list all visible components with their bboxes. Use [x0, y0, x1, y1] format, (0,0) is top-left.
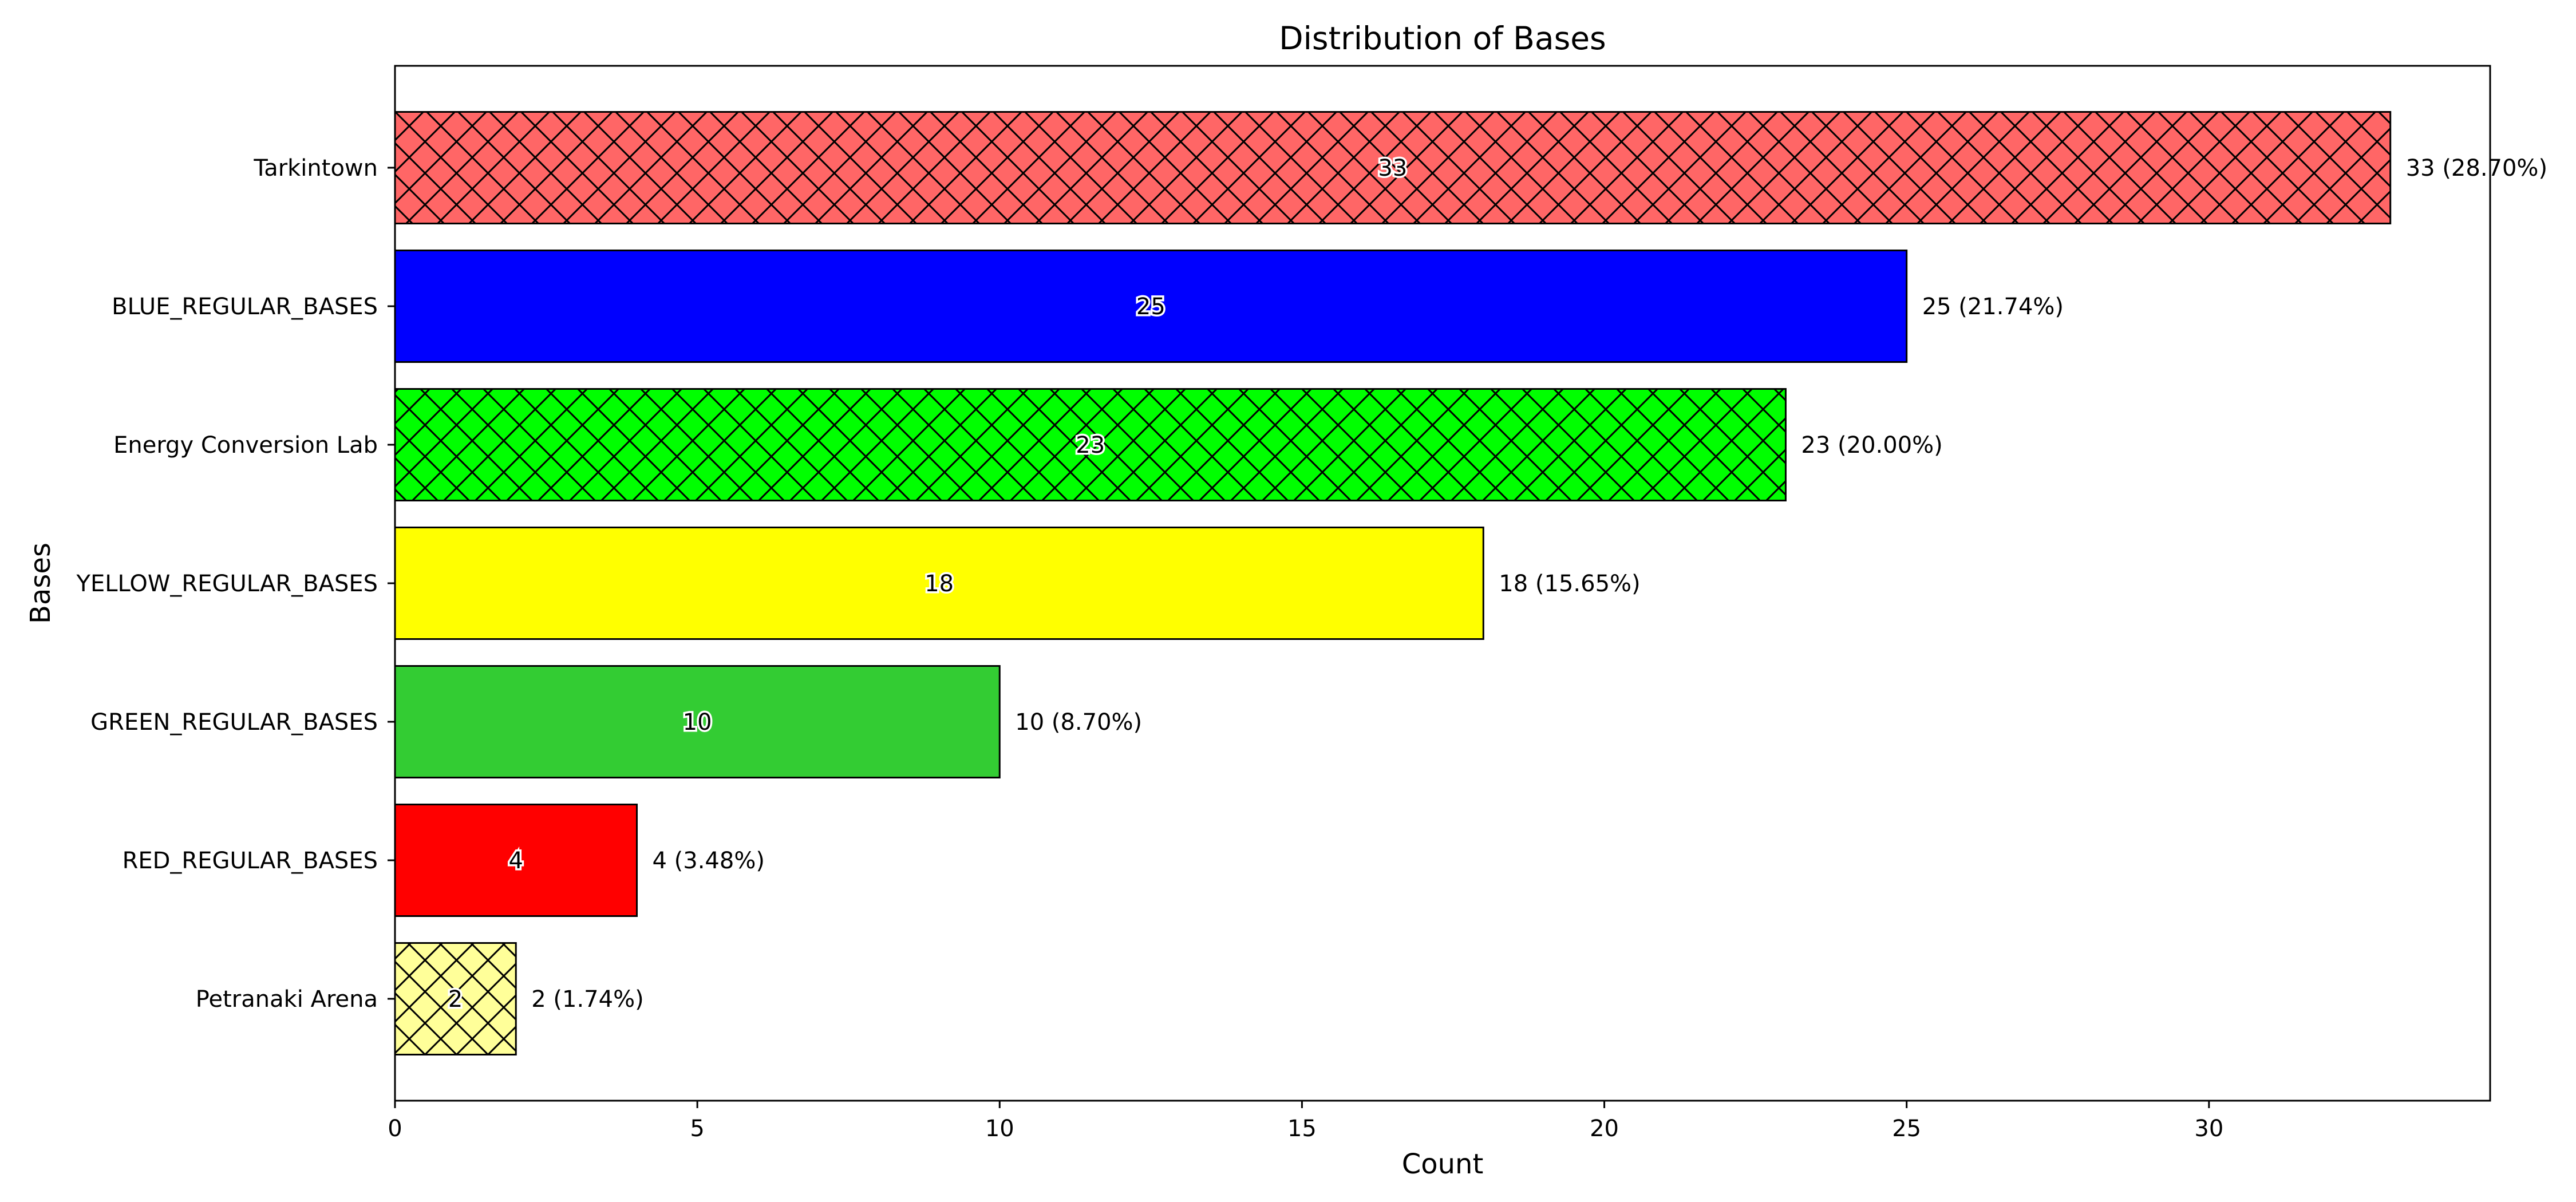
bar-red-regular-bases: [394, 804, 638, 917]
bar-inside-label-tarkintown: 33: [1378, 155, 1407, 181]
x-tick-label-20: 20: [1590, 1116, 1619, 1142]
bar-inside-label-petranaki-arena: 2: [448, 986, 463, 1013]
bar-hatch-energy-conversion-lab: [395, 389, 1786, 501]
labels-layer: 33 33 (28.70%) 25 25 (21.74%) 23 23 (20.00%) 1…: [446, 153, 2547, 1015]
y-tick-label-green-regular-bases: GREEN_REGULAR_BASES: [90, 709, 378, 736]
x-axis: 0 5 10 15 20 25 30: [388, 1101, 2223, 1142]
bar-inside-label-red-regular-bases: 4: [509, 848, 523, 874]
bar-inside-label-yellow-regular-bases: 18: [924, 571, 954, 597]
bar-inside-label-blue-regular-bases: 25: [1136, 294, 1165, 320]
bar-value-label-blue-regular-bases: 25 (21.74%): [1922, 294, 2064, 320]
bar-blue-regular-bases: [394, 250, 1908, 363]
bar-value-label-red-regular-bases: 4 (3.48%): [653, 848, 765, 874]
x-tick-label-5: 5: [690, 1116, 704, 1142]
bars-layer: [394, 111, 2392, 1055]
bar-inside-label-energy-conversion-lab: 23: [1076, 432, 1105, 458]
bar-value-label-petranaki-arena: 2 (1.74%): [531, 986, 643, 1013]
x-tick-label-25: 25: [1892, 1116, 1921, 1142]
bar-green-regular-bases: [394, 665, 1001, 778]
y-tick-label-petranaki-arena: Petranaki Arena: [196, 986, 378, 1013]
bar-value-label-yellow-regular-bases: 18 (15.65%): [1499, 571, 1640, 597]
x-tick-label-0: 0: [388, 1116, 402, 1142]
x-tick-label-10: 10: [985, 1116, 1014, 1142]
bar-value-label-green-regular-bases: 10 (8.70%): [1015, 709, 1142, 736]
y-tick-label-red-regular-bases: RED_REGULAR_BASES: [123, 848, 378, 874]
y-tick-label-tarkintown: Tarkintown: [253, 155, 378, 181]
bar-value-label-tarkintown: 33 (28.70%): [2406, 155, 2547, 181]
y-tick-label-energy-conversion-lab: Energy Conversion Lab: [113, 432, 378, 458]
bar-hatch-tarkintown: [395, 112, 2391, 224]
y-axis-label: Bases: [25, 543, 57, 624]
bar-hatch-petranaki-arena: [395, 943, 516, 1055]
bar-inside-label-green-regular-bases: 10: [683, 709, 712, 736]
y-axis: Tarkintown BLUE_REGULAR_BASES Energy Conve…: [76, 155, 395, 1013]
bar-yellow-regular-bases: [394, 527, 1484, 640]
bar-value-label-energy-conversion-lab: 23 (20.00%): [1801, 432, 1942, 458]
x-axis-label: Count: [1402, 1148, 1484, 1180]
y-tick-label-yellow-regular-bases: YELLOW_REGULAR_BASES: [76, 571, 378, 597]
x-tick-label-30: 30: [2194, 1116, 2223, 1142]
y-tick-label-blue-regular-bases: BLUE_REGULAR_BASES: [112, 294, 378, 320]
x-tick-label-15: 15: [1287, 1116, 1317, 1142]
chart-title: Distribution of Bases: [1279, 20, 1606, 57]
